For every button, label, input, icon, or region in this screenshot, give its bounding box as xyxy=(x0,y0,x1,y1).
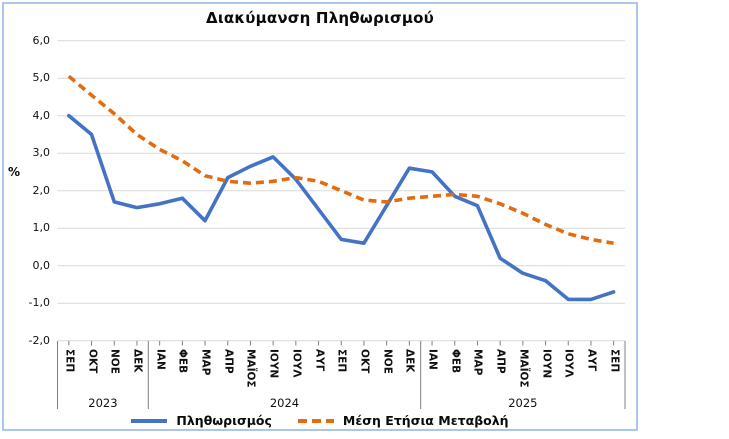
legend-label: Μέση Ετήσια Μεταβολή xyxy=(342,413,509,428)
chart-legend: Πληθωρισμός Μέση Ετήσια Μεταβολή xyxy=(2,413,638,428)
x-tick-label: ΙΟΥΛ xyxy=(562,349,575,378)
y-tick-label: 0,0 xyxy=(32,258,51,272)
x-tick-label: ΙΑΝ xyxy=(154,349,167,370)
x-tick-label: ΙΑΝ xyxy=(426,349,439,370)
x-tick-label: ΔΕΚ xyxy=(131,349,144,373)
x-tick-label: ΜΑΪΟΣ xyxy=(244,349,257,388)
y-tick-label: 5,0 xyxy=(32,71,51,85)
x-tick-label: ΝΟΕ xyxy=(108,349,121,374)
chart-title: Διακύμανση Πληθωρισμού xyxy=(206,9,434,27)
year-label: 2025 xyxy=(508,396,538,410)
legend-item-inflation: Πληθωρισμός xyxy=(131,413,272,428)
x-tick-label: ΑΠΡ xyxy=(222,349,235,374)
x-tick-label: ΝΟΕ xyxy=(381,349,394,374)
x-tick-label: ΣΕΠ xyxy=(608,349,621,373)
x-tick-label: ΑΥΓ xyxy=(313,349,326,372)
y-tick-label: 2,0 xyxy=(32,183,51,197)
dashed-line-swatch xyxy=(297,418,334,423)
x-tick-label: ΜΑΪΟΣ xyxy=(517,349,530,388)
y-tick-label: 3,0 xyxy=(32,146,51,160)
y-tick-label: 1,0 xyxy=(32,221,51,235)
x-tick-label: ΑΠΡ xyxy=(494,349,507,374)
x-tick-label: ΑΥΓ xyxy=(585,349,598,372)
y-axis-title: % xyxy=(8,165,21,179)
y-tick-label: 4,0 xyxy=(32,108,51,122)
legend-label: Πληθωρισμός xyxy=(176,413,272,428)
x-tick-label: ΣΕΠ xyxy=(63,349,76,373)
x-tick-label: ΔΕΚ xyxy=(403,349,416,373)
x-tick-label: ΣΕΠ xyxy=(335,349,348,373)
x-tick-label: ΙΟΥΝ xyxy=(267,349,280,379)
y-tick-label: -1,0 xyxy=(28,296,50,310)
x-tick-label: ΦΕΒ xyxy=(449,349,462,374)
x-tick-label: ΜΑΡ xyxy=(199,349,212,376)
series-line-1 xyxy=(67,74,614,245)
series-line-0 xyxy=(67,113,616,302)
solid-line-swatch xyxy=(131,418,168,423)
y-tick-label: -2,0 xyxy=(28,333,50,347)
chart-frame xyxy=(2,2,638,431)
legend-item-avg-annual-change: Μέση Ετήσια Μεταβολή xyxy=(297,413,509,428)
x-tick-label: ΟΚΤ xyxy=(358,349,371,374)
x-tick-label: ΜΑΡ xyxy=(471,349,484,376)
x-tick-label: ΙΟΥΛ xyxy=(290,349,303,378)
x-tick-label: ΙΟΥΝ xyxy=(540,349,553,379)
x-tick-label: ΟΚΤ xyxy=(86,349,99,374)
year-label: 2024 xyxy=(269,396,300,410)
y-tick-label: 6,0 xyxy=(32,33,51,47)
x-tick-label: ΦΕΒ xyxy=(176,349,189,374)
year-label: 2023 xyxy=(88,396,118,410)
